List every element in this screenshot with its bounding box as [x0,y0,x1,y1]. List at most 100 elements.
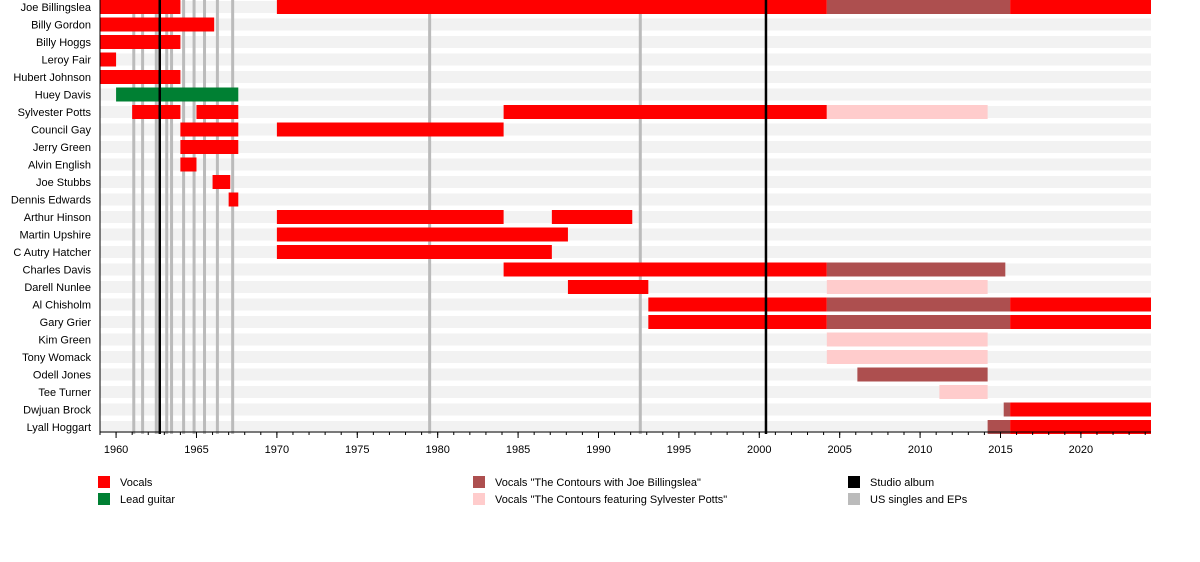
member-bar [648,315,827,329]
row-background [100,88,1151,101]
row-background [100,368,1151,381]
member-bar [648,297,827,312]
member-name-label: Sylvester Potts [18,107,92,119]
single-release-line [192,0,196,434]
row-background [100,351,1151,363]
row-background [100,18,1151,31]
member-bar [100,35,181,49]
row-background [100,123,1151,136]
member-bar [551,210,633,224]
member-bar [1010,402,1151,417]
member-bar [826,315,1011,329]
single-release-line [141,0,145,434]
member-bar [180,122,239,137]
member-name-label: Al Chisholm [32,300,91,312]
member-bar [826,105,988,119]
member-bar [132,105,181,119]
single-release-line [132,0,136,434]
member-name-label: Leroy Fair [41,55,91,67]
legend-label: Studio album [870,477,934,489]
member-name-label: Tee Turner [38,387,91,399]
row-background [100,386,1151,398]
x-tick-label: 1990 [586,444,610,456]
member-bar [100,0,181,14]
x-tick-label: 1995 [667,444,691,456]
member-bar [100,70,181,84]
x-tick-label: 1975 [345,444,369,456]
single-release-line [203,0,207,434]
member-name-label: Council Gay [31,125,91,137]
legend-swatch [473,476,485,488]
member-name-label: Darell Nunlee [24,282,91,294]
x-tick-label: 2020 [1069,444,1093,456]
member-name-label: Joe Stubbs [36,177,92,189]
member-bar [196,105,239,119]
member-name-label: Billy Gordon [31,20,91,32]
member-name-label: Kim Green [38,335,91,347]
studio-album-line [158,0,161,434]
member-name-label: Odell Jones [33,370,92,382]
member-bar [826,350,988,364]
single-release-line [154,0,158,434]
x-tick-label: 2000 [747,444,771,456]
member-name-label: Dennis Edwards [11,195,92,207]
legend-label: US singles and EPs [870,494,968,506]
legend-label: Vocals "The Contours featuring Sylvester… [495,494,727,506]
row-background [100,141,1151,153]
member-bar [276,227,568,242]
member-bar [116,87,239,102]
member-name-label: Alvin English [28,160,91,172]
member-bar [1010,420,1151,434]
single-release-line [638,0,642,434]
single-release-line [165,0,169,434]
x-tick-label: 1980 [425,444,449,456]
member-name-label: Tony Womack [22,352,91,364]
member-name-label: C Autry Hatcher [13,247,91,259]
row-background [100,71,1151,83]
single-release-line [231,0,235,434]
x-tick-label: 1965 [184,444,208,456]
member-bar [503,105,827,119]
legend-swatch [98,493,110,505]
row-background [100,333,1151,346]
member-bar [212,175,231,189]
member-bar [180,157,197,172]
row-background [100,193,1151,206]
member-name-label: Gary Grier [40,317,92,329]
member-name-label: Joe Billingslea [21,2,92,14]
row-background [100,158,1151,171]
member-bar [1010,315,1151,329]
member-bar [276,245,552,259]
member-bar [826,280,988,294]
x-tick-label: 1985 [506,444,530,456]
member-bar [276,0,827,14]
member-bar [100,17,215,32]
row-background [100,176,1151,188]
member-bar [987,420,1011,434]
member-bar [857,367,988,382]
member-name-label: Hubert Johnson [13,72,91,84]
legend-label: Lead guitar [120,494,175,506]
x-tick-label: 1960 [104,444,128,456]
member-bar [276,210,504,224]
row-background [100,403,1151,416]
x-tick-label: 1970 [265,444,289,456]
single-release-line [170,0,174,434]
x-tick-label: 2005 [827,444,851,456]
member-bar [826,332,988,347]
row-background [100,421,1151,433]
member-bar [1010,297,1151,312]
member-name-label: Lyall Hoggart [27,422,91,434]
legend-swatch [848,476,860,488]
member-bar [826,0,1011,14]
member-name-label: Martin Upshire [19,230,91,242]
member-bar [939,385,988,399]
member-bar [826,262,1006,277]
member-bar [826,297,1011,312]
legend-label: Vocals [120,477,153,489]
member-name-label: Dwjuan Brock [23,405,91,417]
legend-swatch [848,493,860,505]
legend-swatch [98,476,110,488]
member-bar [567,280,649,294]
